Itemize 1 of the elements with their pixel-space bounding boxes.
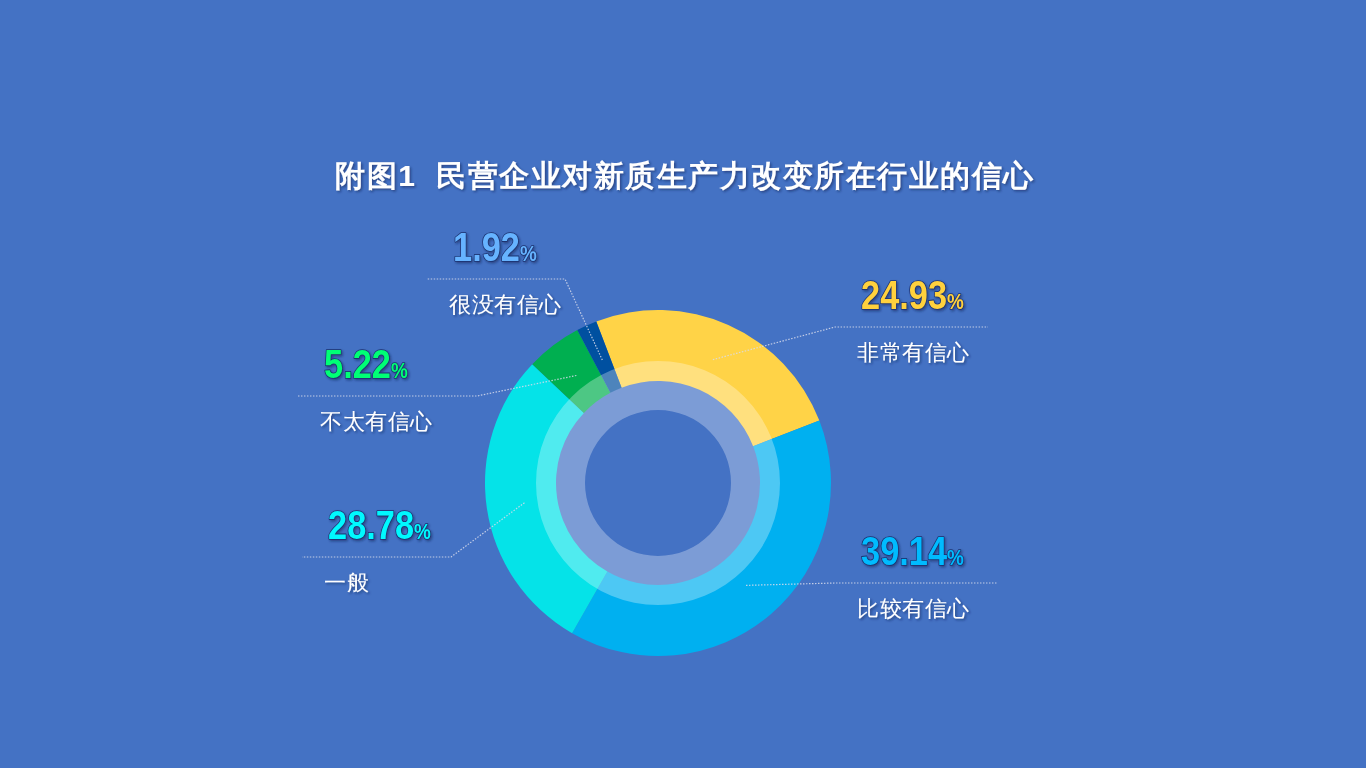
title: 附图1 民营企业对新质生产力改变所在行业的信心 [335, 159, 1035, 192]
